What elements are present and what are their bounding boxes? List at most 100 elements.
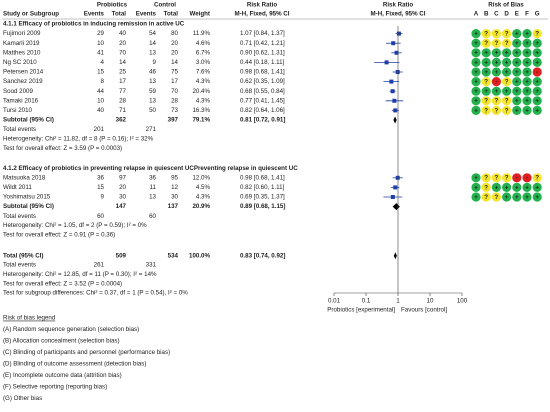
effect-square bbox=[393, 108, 398, 113]
text: 331 bbox=[146, 262, 157, 269]
study-name: Sood 2009 bbox=[3, 88, 33, 95]
text: 29 bbox=[97, 30, 104, 37]
bias-circle bbox=[502, 192, 512, 202]
bias-symbol: + bbox=[515, 69, 519, 76]
bias-symbol: + bbox=[474, 175, 478, 182]
bias-circle bbox=[491, 173, 501, 183]
bias-symbol: ? bbox=[484, 79, 488, 86]
bias-symbol: + bbox=[535, 98, 539, 105]
text: Heterogeneity: Chi² = 12.85, df = 11 (P … bbox=[3, 271, 157, 278]
bias-symbol: + bbox=[505, 59, 509, 66]
bias-circle bbox=[481, 38, 491, 48]
text: 0.71 [0.42, 1.21] bbox=[240, 40, 285, 47]
bias-symbol: + bbox=[505, 69, 509, 76]
bias-circle bbox=[471, 182, 481, 192]
bias-symbol: + bbox=[474, 184, 478, 191]
legend-item: (F) Selective reporting (reporting bias) bbox=[3, 384, 107, 391]
text: 14 bbox=[149, 40, 156, 47]
text: 16.3% bbox=[192, 107, 210, 114]
text: 79.1% bbox=[192, 117, 210, 124]
bias-symbol: + bbox=[525, 69, 529, 76]
text: Events bbox=[136, 11, 157, 18]
text: 3.0% bbox=[196, 59, 211, 66]
text: 0.69 [0.35, 1.37] bbox=[240, 194, 285, 201]
bias-symbol: ? bbox=[484, 107, 488, 114]
bias-circle bbox=[502, 182, 512, 192]
text: Subtotal (95% CI) bbox=[3, 117, 54, 124]
summary-diamond bbox=[392, 203, 400, 211]
bias-letter: E bbox=[515, 11, 519, 18]
text: 40 bbox=[119, 30, 126, 37]
bias-circle bbox=[522, 28, 532, 39]
bias-symbol: + bbox=[495, 50, 499, 57]
legend-item: (D) Blinding of outcome assessment (dete… bbox=[3, 361, 146, 368]
bias-circle bbox=[512, 67, 522, 77]
effect-square bbox=[392, 98, 397, 103]
bias-symbol: ? bbox=[484, 98, 488, 105]
bias-circle bbox=[532, 96, 542, 106]
bias-symbol: ? bbox=[495, 31, 499, 38]
bias-circle bbox=[502, 105, 512, 115]
bias-circle bbox=[532, 86, 542, 96]
study-name: Matsuoka 2018 bbox=[3, 174, 46, 181]
text: 137 bbox=[168, 203, 179, 210]
bias-circle bbox=[491, 86, 501, 96]
study-name: Fujimori 2009 bbox=[3, 30, 41, 37]
bias-circle bbox=[491, 57, 501, 67]
bias-symbol: + bbox=[515, 107, 519, 114]
text: 15 bbox=[97, 69, 104, 76]
bias-circle bbox=[522, 182, 532, 192]
bias-symbol: + bbox=[525, 31, 529, 38]
bias-circle bbox=[532, 28, 542, 39]
bias-symbol: + bbox=[474, 40, 478, 47]
bias-circle bbox=[522, 173, 532, 183]
text: 60 bbox=[97, 213, 104, 220]
bias-circle bbox=[532, 192, 542, 202]
bias-symbol: + bbox=[525, 184, 529, 191]
text: 14 bbox=[119, 59, 126, 66]
bias-symbol: + bbox=[515, 88, 519, 95]
text: 13 bbox=[149, 194, 156, 201]
text: 4.5% bbox=[196, 184, 211, 191]
study-name: Tursi 2010 bbox=[3, 107, 33, 114]
text: 11.9% bbox=[193, 30, 211, 37]
text: 0.81 [0.72, 0.91] bbox=[240, 117, 285, 124]
text: 25 bbox=[119, 69, 126, 76]
text: 261 bbox=[94, 262, 105, 269]
bias-circle bbox=[512, 28, 522, 39]
study-name: Petersen 2014 bbox=[3, 69, 44, 76]
bias-symbol: + bbox=[535, 88, 539, 95]
text: Test for overall effect: Z = 3.59 (P = 0… bbox=[3, 145, 122, 152]
text: Total bbox=[112, 11, 127, 18]
bias-letter: F bbox=[525, 11, 529, 18]
text: 20 bbox=[119, 40, 126, 47]
axis-label: Favours [control] bbox=[401, 307, 447, 314]
text: 20.4% bbox=[192, 88, 210, 95]
text: 9 bbox=[101, 194, 105, 201]
text: Test for overall effect: Z = 0.91 (P = 0… bbox=[3, 231, 115, 238]
bias-circle bbox=[512, 182, 522, 192]
text: 30 bbox=[119, 194, 126, 201]
bias-symbol: + bbox=[515, 50, 519, 57]
text: 509 bbox=[116, 252, 127, 259]
text: 36 bbox=[149, 174, 156, 181]
text: Total (95% CI) bbox=[3, 252, 43, 259]
bias-circle bbox=[532, 67, 542, 77]
bias-circle bbox=[481, 86, 491, 96]
group-title: 4.1.2 Efficacy of probiotics in preventi… bbox=[3, 165, 298, 172]
bias-circle bbox=[532, 57, 542, 67]
bias-symbol: + bbox=[525, 40, 529, 47]
text: 534 bbox=[168, 252, 179, 259]
bias-circle bbox=[471, 96, 481, 106]
bias-symbol: + bbox=[474, 79, 478, 86]
text: 54 bbox=[149, 30, 156, 37]
bias-circle bbox=[522, 77, 532, 87]
bias-letter: D bbox=[504, 11, 509, 18]
text: Study or Subgroup bbox=[3, 11, 59, 18]
x-tick-label: 10 bbox=[427, 298, 434, 305]
bias-letter: A bbox=[474, 11, 479, 18]
bias-symbol: + bbox=[505, 88, 509, 95]
effect-square bbox=[390, 89, 395, 94]
text: 0.90 [0.62, 1.31] bbox=[240, 49, 285, 56]
bias-circle bbox=[471, 77, 481, 87]
